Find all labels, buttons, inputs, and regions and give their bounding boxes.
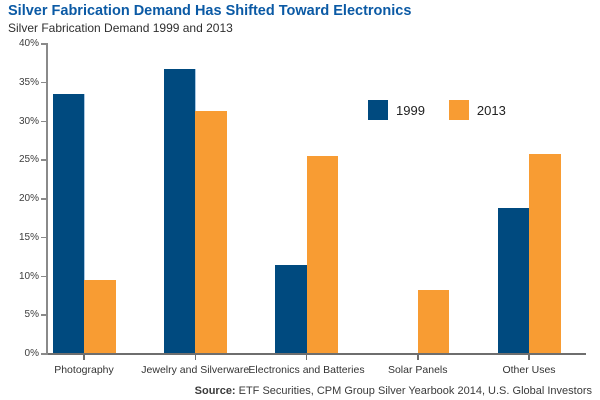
bar-2013-solar-panels: [417, 290, 450, 353]
bar-2013-electronics-and-batteries: [306, 156, 338, 353]
bar-1999-photography: [52, 94, 85, 353]
chart-legend: 1999 2013: [368, 100, 506, 120]
bar-2013-photography: [84, 280, 116, 353]
x-axis-category-label: Other Uses: [502, 364, 556, 376]
x-axis-category-label: Electronics and Batteries: [248, 364, 365, 376]
y-axis-tick: [41, 314, 48, 316]
y-axis-tick-label: 5%: [24, 309, 39, 321]
y-axis-tick: [41, 275, 48, 277]
source-label: Source:: [194, 385, 236, 397]
y-axis-tick-label: 30%: [18, 115, 39, 127]
y-axis-tick: [41, 198, 48, 200]
x-axis-tick: [194, 355, 196, 360]
legend-item-2013: 2013: [448, 100, 506, 120]
legend-label-2013: 2013: [476, 102, 506, 118]
y-axis-tick: [41, 120, 48, 122]
x-axis-tick: [417, 355, 419, 360]
y-axis-tick-label: 25%: [18, 154, 39, 166]
chart-subtitle: Silver Fabrication Demand 1999 and 2013: [8, 21, 233, 35]
y-axis-tick-label: 15%: [18, 231, 39, 243]
bar-1999-electronics-and-batteries: [275, 265, 308, 353]
bar-1999-jewelry-and-silverware: [163, 68, 197, 353]
y-axis-tick-label: 35%: [18, 76, 39, 88]
x-axis-category-label: Jewelry and Silverware: [141, 364, 250, 376]
bar-2013-other-uses: [529, 153, 561, 353]
legend-swatch-2013: [448, 100, 469, 120]
source-text: ETF Securities, CPM Group Silver Yearboo…: [238, 385, 592, 397]
legend-label-1999: 1999: [396, 102, 425, 118]
x-axis-line: [41, 353, 586, 355]
bar-1999-other-uses: [497, 208, 530, 353]
x-axis-tick: [305, 355, 308, 360]
chart-title: Silver Fabrication Demand Has Shifted To…: [8, 3, 412, 19]
x-axis-tick: [83, 355, 85, 360]
legend-item-1999: 1999: [368, 100, 425, 120]
y-axis-tick-label: 40%: [18, 38, 39, 49]
y-axis-tick: [41, 43, 48, 45]
y-axis-tick: [41, 159, 48, 161]
y-axis-tick-label: 20%: [18, 193, 39, 204]
y-axis-tick: [41, 236, 48, 239]
x-axis-tick: [528, 355, 530, 360]
x-axis-category-label: Solar Panels: [387, 364, 448, 376]
legend-swatch-1999: [368, 100, 388, 120]
y-axis-tick-label: 0%: [24, 348, 39, 359]
y-axis-tick-label: 10%: [18, 270, 39, 282]
bar-2013-jewelry-and-silverware: [195, 111, 227, 353]
source-line: Source: ETF Securities, CPM Group Silver …: [195, 385, 592, 397]
y-axis-tick: [41, 353, 48, 355]
y-axis-tick: [41, 81, 48, 84]
x-axis-category-label: Photography: [54, 364, 114, 376]
